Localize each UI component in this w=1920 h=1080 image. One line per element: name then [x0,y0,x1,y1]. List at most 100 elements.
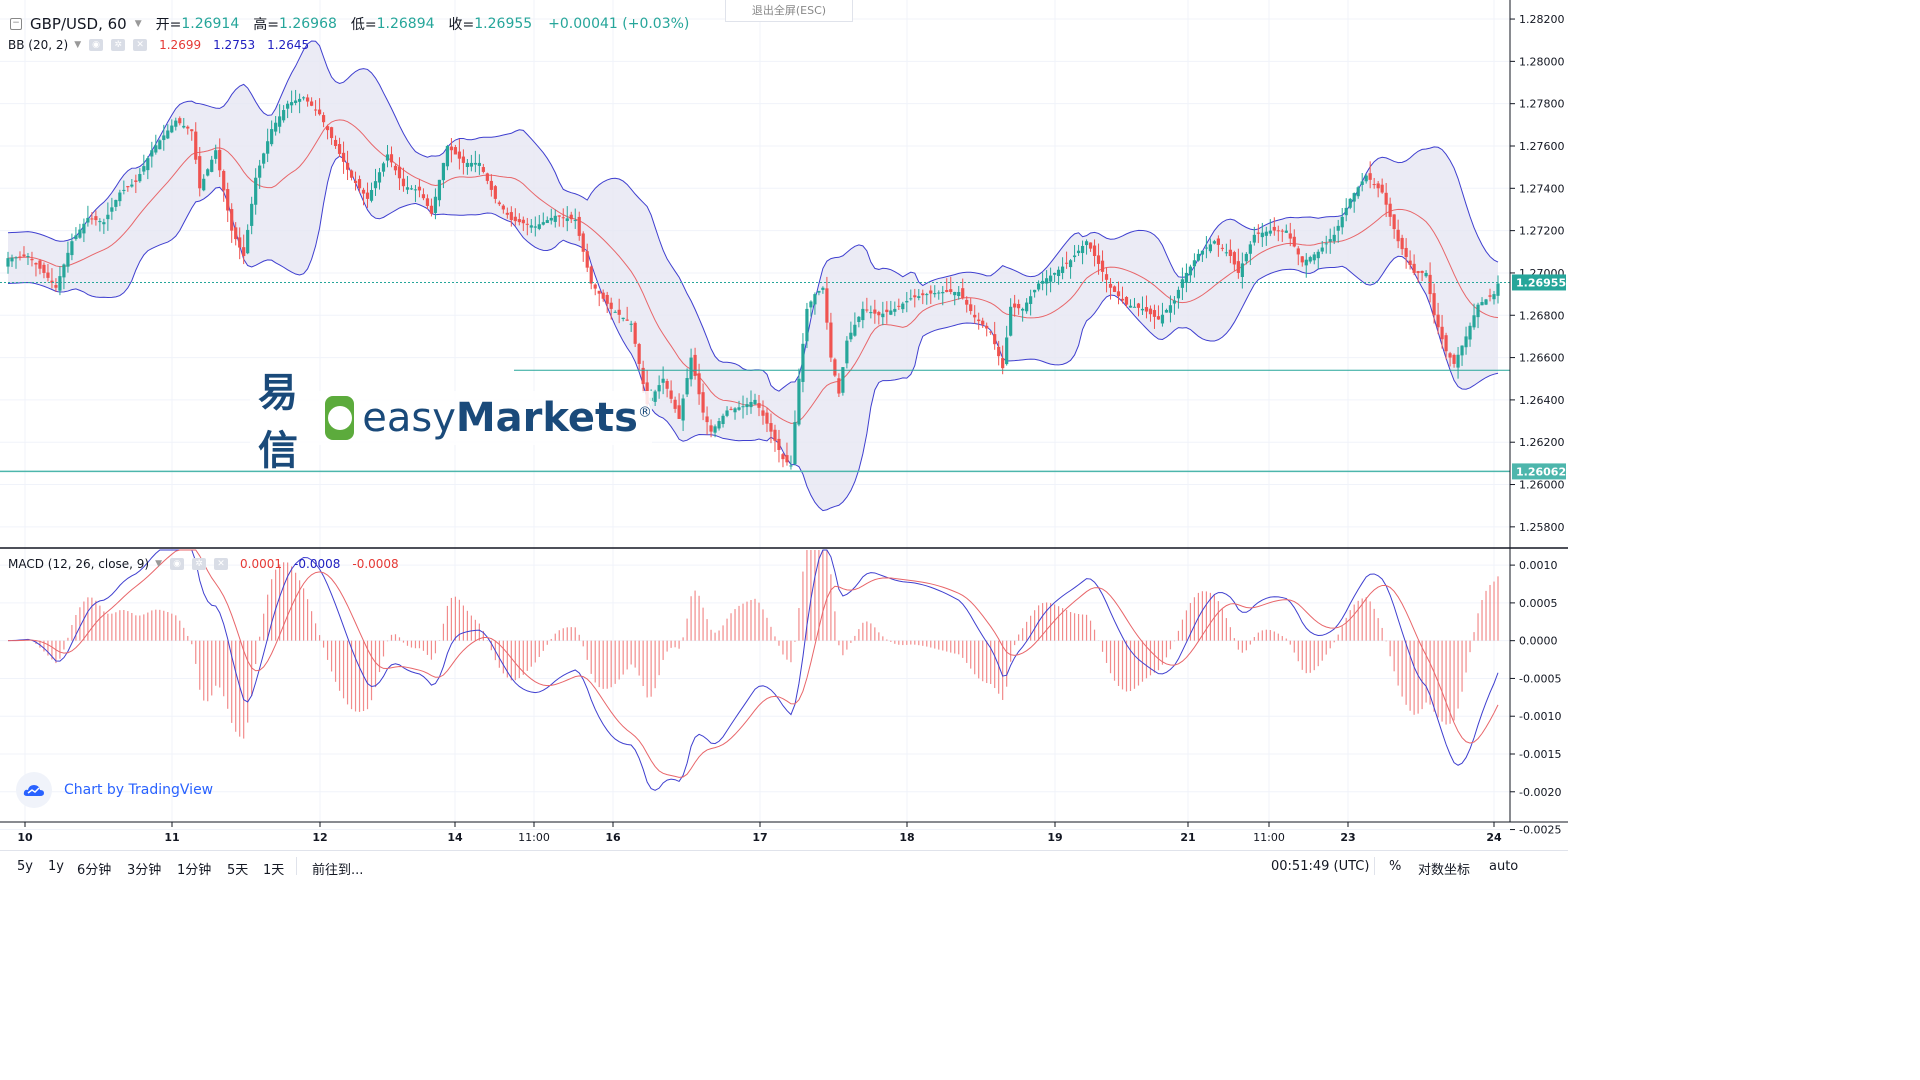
candle-body [589,266,593,284]
exit-fullscreen-button[interactable]: 退出全屏(ESC) [725,0,853,22]
candle-body [1280,230,1284,232]
candle-body [329,127,334,139]
watermark-en-text: easyMarkets® [362,395,652,441]
chevron-down-icon[interactable]: ▼ [155,559,163,569]
candle-body [1212,241,1216,244]
candle-body [1324,243,1328,245]
close-icon[interactable]: ✕ [214,558,229,570]
chevron-down-icon[interactable]: ▼ [134,19,142,29]
candle-body [1148,308,1153,315]
candle-body [369,190,374,201]
candle-body [10,257,14,262]
easymarkets-watermark: 易信 easyMarkets® [250,370,652,474]
eye-icon[interactable]: ◉ [89,39,104,51]
candle-body [250,203,254,226]
candle-body [1408,260,1412,266]
range-3m-button[interactable]: 3分钟 [127,863,162,878]
time-tick-label: 14 [447,831,463,844]
bottom-toolbar: 5y 1y 6分钟 3分钟 1分钟 5天 1天 前往到... 00:51:49 … [0,850,1568,883]
candle-body [769,423,773,432]
candle-body [909,298,913,300]
candle-body [1144,307,1149,312]
macd-label[interactable]: MACD (12, 26, close, 9) [8,557,150,571]
candle-body [481,167,485,172]
candle-body [545,220,549,224]
candle-body [345,162,350,170]
candle-body [1472,315,1476,328]
candle-body [549,217,553,221]
horizontal-levels[interactable] [0,281,1510,473]
low-value: 1.26894 [376,16,435,32]
candle-body [445,145,450,167]
candle-body [1252,234,1256,243]
macd-hist-value: 0.0001 [240,557,283,571]
collapse-icon[interactable]: − [10,18,22,30]
candle-body [1400,237,1404,250]
range-1d-button[interactable]: 1天 [263,863,285,878]
candle-body [917,296,921,298]
auto-scale-toggle[interactable]: auto [1489,859,1519,874]
candle-body [1009,306,1013,336]
time-tick-label: 11:00 [1253,831,1285,844]
candle-body [613,311,617,313]
candle-body [701,392,705,413]
candle-body [785,455,789,463]
candle-body [1300,256,1304,263]
chevron-down-icon[interactable]: ▼ [74,40,82,50]
candle-body [1208,244,1212,252]
bb-upper-value: 1.2753 [213,38,256,52]
range-6m-button[interactable]: 6分钟 [77,863,112,878]
tradingview-logo[interactable]: Chart by TradingView [16,772,213,808]
candle-body [78,229,82,238]
eye-icon[interactable]: ◉ [170,558,185,570]
candle-body [1348,198,1352,208]
time-tick-label: 11 [164,831,179,844]
goto-date-button[interactable]: 前往到... [312,863,364,878]
candle-body [453,147,457,155]
candle-body [1460,345,1464,356]
toolbar-divider [296,857,297,875]
close-icon[interactable]: ✕ [133,39,148,51]
candle-body [1017,303,1021,309]
candle-body [805,308,809,342]
candle-body [877,312,881,316]
easymarkets-logo-icon [325,396,355,440]
gear-icon[interactable]: ✲ [192,558,207,570]
candle-body [465,162,469,167]
symbol-label[interactable]: GBP/USD, 60 [30,15,127,33]
candle-body [1029,296,1033,304]
gear-icon[interactable]: ✲ [111,39,126,51]
range-1m-button[interactable]: 1分钟 [177,863,212,878]
candle-body [901,303,905,310]
watermark-reg: ® [637,404,652,421]
candle-body [1041,280,1045,284]
candle-body [653,391,657,402]
range-1y-button[interactable]: 1y [48,859,64,874]
candle-body [1076,250,1081,254]
candle-body [713,426,717,433]
trading-chart[interactable]: 1.28200 1.28000 1.27800 1.27600 1.27400 1.272… [0,0,1568,882]
percent-toggle[interactable]: % [1389,859,1402,874]
candle-body [985,325,989,329]
candle-body [1292,236,1296,247]
candle-body [1256,232,1260,234]
candle-body [321,115,326,123]
candle-body [86,217,90,223]
candle-body [421,194,426,199]
candle-body [38,260,42,269]
utc-clock[interactable]: 00:51:49 (UTC) [1271,859,1370,874]
candle-body [1156,316,1161,320]
candle-body [1160,314,1165,324]
candle-body [202,178,206,191]
candle-body [1332,234,1336,242]
range-5y-button[interactable]: 5y [17,859,33,874]
candle-body [1021,308,1025,311]
candle-body [1288,233,1292,239]
candle-body [190,129,194,132]
candle-body [1412,263,1416,273]
candle-body [417,186,422,191]
candle-body [154,145,158,153]
bb-label[interactable]: BB (20, 2) [8,38,69,52]
range-5d-button[interactable]: 5天 [227,863,249,878]
log-scale-toggle[interactable]: 对数坐标 [1418,863,1471,878]
